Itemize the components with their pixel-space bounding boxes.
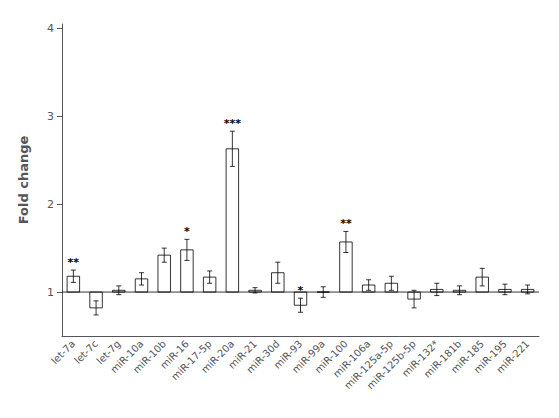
svg-text:4: 4 bbox=[47, 22, 54, 35]
svg-text:miR-125b-5p: miR-125b-5p bbox=[364, 338, 418, 392]
svg-text:miR-10b: miR-10b bbox=[131, 338, 168, 375]
svg-text:***: *** bbox=[224, 117, 242, 130]
svg-text:miR-221: miR-221 bbox=[494, 338, 531, 375]
svg-text:miR-125a-5p: miR-125a-5p bbox=[342, 338, 396, 392]
svg-text:miR-93: miR-93 bbox=[271, 338, 305, 371]
svg-text:let-7a: let-7a bbox=[49, 338, 77, 366]
svg-text:miR-21: miR-21 bbox=[226, 338, 259, 371]
svg-text:*: * bbox=[298, 284, 304, 297]
svg-text:miR-17-5p: miR-17-5p bbox=[169, 338, 214, 383]
svg-text:miR-106a: miR-106a bbox=[330, 338, 373, 380]
svg-text:miR-100: miR-100 bbox=[312, 338, 350, 376]
svg-text:3: 3 bbox=[47, 110, 54, 123]
svg-text:miR-20a: miR-20a bbox=[199, 338, 236, 375]
svg-text:**: ** bbox=[340, 217, 352, 230]
svg-text:miR-16: miR-16 bbox=[158, 338, 191, 371]
svg-text:miR-181b: miR-181b bbox=[421, 338, 464, 380]
svg-text:1: 1 bbox=[47, 286, 54, 299]
svg-text:miR-132*: miR-132* bbox=[399, 338, 441, 379]
svg-text:2: 2 bbox=[47, 198, 54, 211]
svg-text:miR-195: miR-195 bbox=[471, 338, 509, 376]
svg-text:let-7g: let-7g bbox=[94, 338, 123, 367]
svg-text:*: * bbox=[184, 225, 190, 238]
svg-text:miR-10a: miR-10a bbox=[108, 338, 146, 376]
svg-text:miR-30d: miR-30d bbox=[244, 338, 281, 375]
svg-text:miR-185: miR-185 bbox=[448, 338, 487, 376]
svg-text:Fold change: Fold change bbox=[16, 135, 31, 224]
svg-text:**: ** bbox=[68, 256, 80, 269]
svg-text:miR-99a: miR-99a bbox=[290, 338, 328, 376]
svg-text:let-7c: let-7c bbox=[72, 338, 100, 366]
